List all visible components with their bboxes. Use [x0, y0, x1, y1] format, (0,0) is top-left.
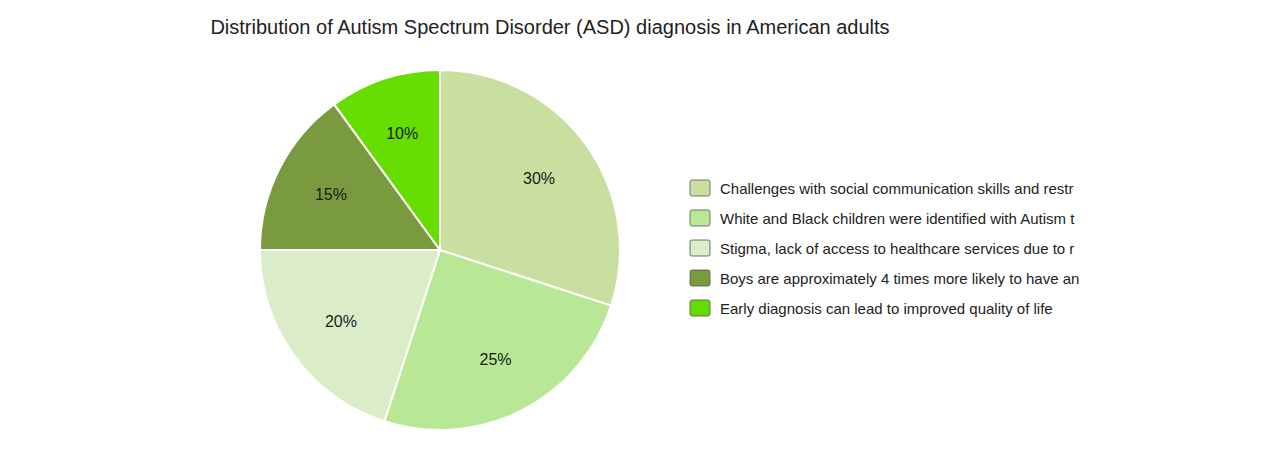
legend-swatch	[690, 210, 710, 226]
slice-labels: 30% 25% 20% 15% 10%	[315, 125, 555, 367]
slice-label: 10%	[386, 125, 418, 142]
legend-swatch	[690, 300, 710, 316]
slice-label: 30%	[523, 170, 555, 187]
legend-label: Early diagnosis can lead to improved qua…	[720, 300, 1053, 317]
slice-label: 25%	[480, 351, 512, 368]
legend-label: Challenges with social communication ski…	[720, 180, 1073, 197]
chart-title: Distribution of Autism Spectrum Disorder…	[210, 16, 889, 38]
legend-swatch	[690, 180, 710, 196]
legend-label: Boys are approximately 4 times more like…	[720, 270, 1079, 287]
legend: Challenges with social communication ski…	[690, 180, 1079, 317]
chart-svg: Distribution of Autism Spectrum Disorder…	[0, 0, 1280, 450]
legend-label: Stigma, lack of access to healthcare ser…	[720, 240, 1074, 257]
slice-label: 20%	[325, 313, 357, 330]
chart-container: Distribution of Autism Spectrum Disorder…	[0, 0, 1280, 450]
pie-slice	[260, 250, 440, 421]
legend-swatch	[690, 270, 710, 286]
pie	[260, 70, 620, 430]
slice-label: 15%	[315, 186, 347, 203]
legend-label: White and Black children were identified…	[720, 210, 1075, 227]
pie-slice	[334, 70, 440, 250]
legend-swatch	[690, 240, 710, 256]
